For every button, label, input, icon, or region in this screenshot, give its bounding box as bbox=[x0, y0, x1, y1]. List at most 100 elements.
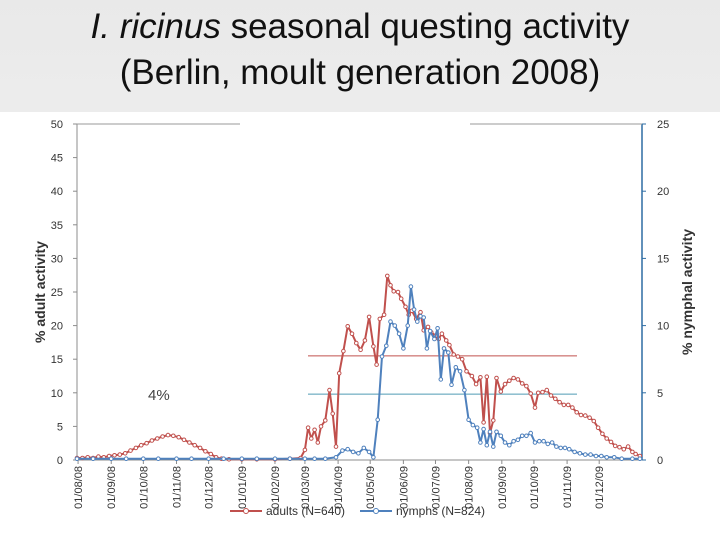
adults-data-point bbox=[439, 331, 445, 336]
x-tick-label: 01/04/09 bbox=[333, 466, 345, 509]
adults-data-point bbox=[604, 436, 610, 441]
adults-data-point bbox=[540, 389, 545, 395]
nymphs-data-point bbox=[272, 456, 278, 462]
nymphs-data-point bbox=[446, 350, 451, 355]
x-tick-label: 01/08/08 bbox=[73, 466, 85, 509]
nymphs-data-point bbox=[174, 456, 179, 462]
nymphs-data-point bbox=[637, 456, 643, 462]
adults-data-point bbox=[403, 304, 408, 310]
nymphs-data-point bbox=[528, 430, 534, 436]
nymphs-data-point bbox=[515, 437, 521, 443]
y-left-tick-label: 25 bbox=[51, 287, 63, 299]
slide-title: I. ricinus seasonal questing activity (B… bbox=[0, 4, 720, 96]
x-tick-label: 01/02/09 bbox=[270, 466, 282, 509]
adults-data-point bbox=[494, 375, 499, 381]
adults-data-point bbox=[469, 373, 475, 379]
y-left-tick-label: 40 bbox=[51, 186, 63, 198]
adults-data-point bbox=[345, 324, 351, 329]
adults-data-point bbox=[491, 418, 496, 423]
adults-data-point bbox=[149, 438, 155, 443]
adults-data-point bbox=[374, 362, 379, 367]
adults-data-point bbox=[425, 324, 431, 330]
adults-data-point bbox=[388, 283, 393, 288]
nymphs-data-point bbox=[361, 445, 367, 451]
y-left-tick-label: 15 bbox=[51, 354, 63, 366]
adults-data-point bbox=[305, 425, 311, 431]
adults-data-point bbox=[197, 445, 203, 451]
y-right-tick-label: 25 bbox=[657, 119, 669, 131]
nymphs-data-point bbox=[396, 331, 402, 336]
nymphs-data-point bbox=[484, 442, 490, 448]
adults-data-point bbox=[587, 415, 592, 421]
adults-data-point bbox=[478, 375, 483, 380]
adults-data-point bbox=[464, 369, 469, 374]
nymphs-data-point bbox=[384, 343, 389, 349]
nymphs-data-point bbox=[239, 456, 245, 462]
adults-data-point bbox=[473, 381, 479, 387]
annotation-4-percent: 4% bbox=[148, 387, 170, 404]
nymphs-data-point bbox=[511, 438, 516, 444]
nymphs-data-point bbox=[340, 448, 345, 453]
nymphs-data-point bbox=[545, 441, 551, 447]
x-tick-label: 01/03/09 bbox=[300, 466, 312, 509]
y-left-tick-label: 10 bbox=[51, 388, 63, 400]
slide-title-line-2: (Berlin, moult generation 2008) bbox=[119, 53, 601, 92]
nymphs-data-point bbox=[599, 453, 604, 459]
chart-svg: 0 5 10 15 20 25 30 35 40 45 50 0 5 10 15 20 25 01/08/08 01… bbox=[32, 119, 695, 518]
y-left-tick-label: 20 bbox=[51, 321, 63, 333]
legend-nymphs-label: nymphs (N=824) bbox=[396, 504, 485, 518]
adults-data-point bbox=[323, 418, 328, 423]
nymphs-data-point bbox=[524, 433, 529, 439]
nymphs-data-point bbox=[541, 438, 546, 444]
adults-data-point bbox=[327, 387, 332, 393]
adults-data-point bbox=[312, 427, 317, 433]
adults-data-point bbox=[181, 437, 187, 443]
adults-data-point bbox=[630, 449, 635, 455]
nymphs-data-point bbox=[611, 455, 617, 460]
nymphs-data-point bbox=[462, 387, 467, 393]
adults-data-point bbox=[519, 381, 525, 386]
nymphs-data-point bbox=[375, 417, 381, 423]
adults-data-point bbox=[459, 356, 465, 362]
x-tick-label: 01/10/08 bbox=[138, 466, 150, 509]
nymphs-data-point bbox=[388, 319, 393, 324]
adults-data-point bbox=[349, 331, 355, 336]
x-tick-label: 01/12/08 bbox=[204, 466, 216, 509]
nymphs-data-point bbox=[206, 456, 211, 462]
y-right-tick-label: 0 bbox=[657, 455, 663, 467]
nymphs-data-point bbox=[312, 456, 317, 462]
adults-data-point bbox=[625, 444, 631, 449]
adults-data-point bbox=[484, 374, 490, 380]
adults-data-point bbox=[608, 439, 614, 445]
nymphs-data-point bbox=[350, 449, 356, 455]
x-tick-label: 01/09/09 bbox=[497, 466, 509, 509]
adults-data-point bbox=[532, 405, 538, 410]
adults-data-point bbox=[591, 418, 597, 424]
nymphs-data-point bbox=[323, 456, 328, 462]
adults-data-point bbox=[578, 412, 584, 418]
nymphs-data-point bbox=[366, 449, 372, 455]
nymphs-data-point bbox=[123, 456, 129, 462]
adults-data-point bbox=[548, 393, 554, 398]
nymphs-data-point bbox=[537, 438, 542, 444]
nymphs-data-point bbox=[572, 449, 577, 455]
nymphs-data-point bbox=[415, 319, 420, 324]
adults-data-point bbox=[395, 289, 401, 295]
adults-data-point bbox=[302, 447, 308, 453]
adults-data-point bbox=[498, 389, 504, 394]
adults-data-point bbox=[176, 434, 181, 440]
adults-data-point bbox=[341, 348, 346, 354]
adults-data-point bbox=[128, 448, 133, 453]
nymphs-data-point bbox=[156, 456, 161, 462]
adults-data-point bbox=[358, 347, 363, 353]
adults-data-point bbox=[544, 387, 550, 393]
adults-data-point bbox=[122, 451, 128, 456]
nymphs-data-point bbox=[466, 417, 471, 423]
adults-data-point bbox=[187, 440, 192, 445]
nymphs-data-point bbox=[498, 433, 504, 439]
nymphs-data-point bbox=[577, 451, 583, 456]
species-name: I. ricinus bbox=[90, 7, 221, 46]
adults-data-point bbox=[502, 381, 508, 387]
nymphs-data-point bbox=[502, 440, 508, 445]
adults-data-point bbox=[612, 443, 618, 449]
